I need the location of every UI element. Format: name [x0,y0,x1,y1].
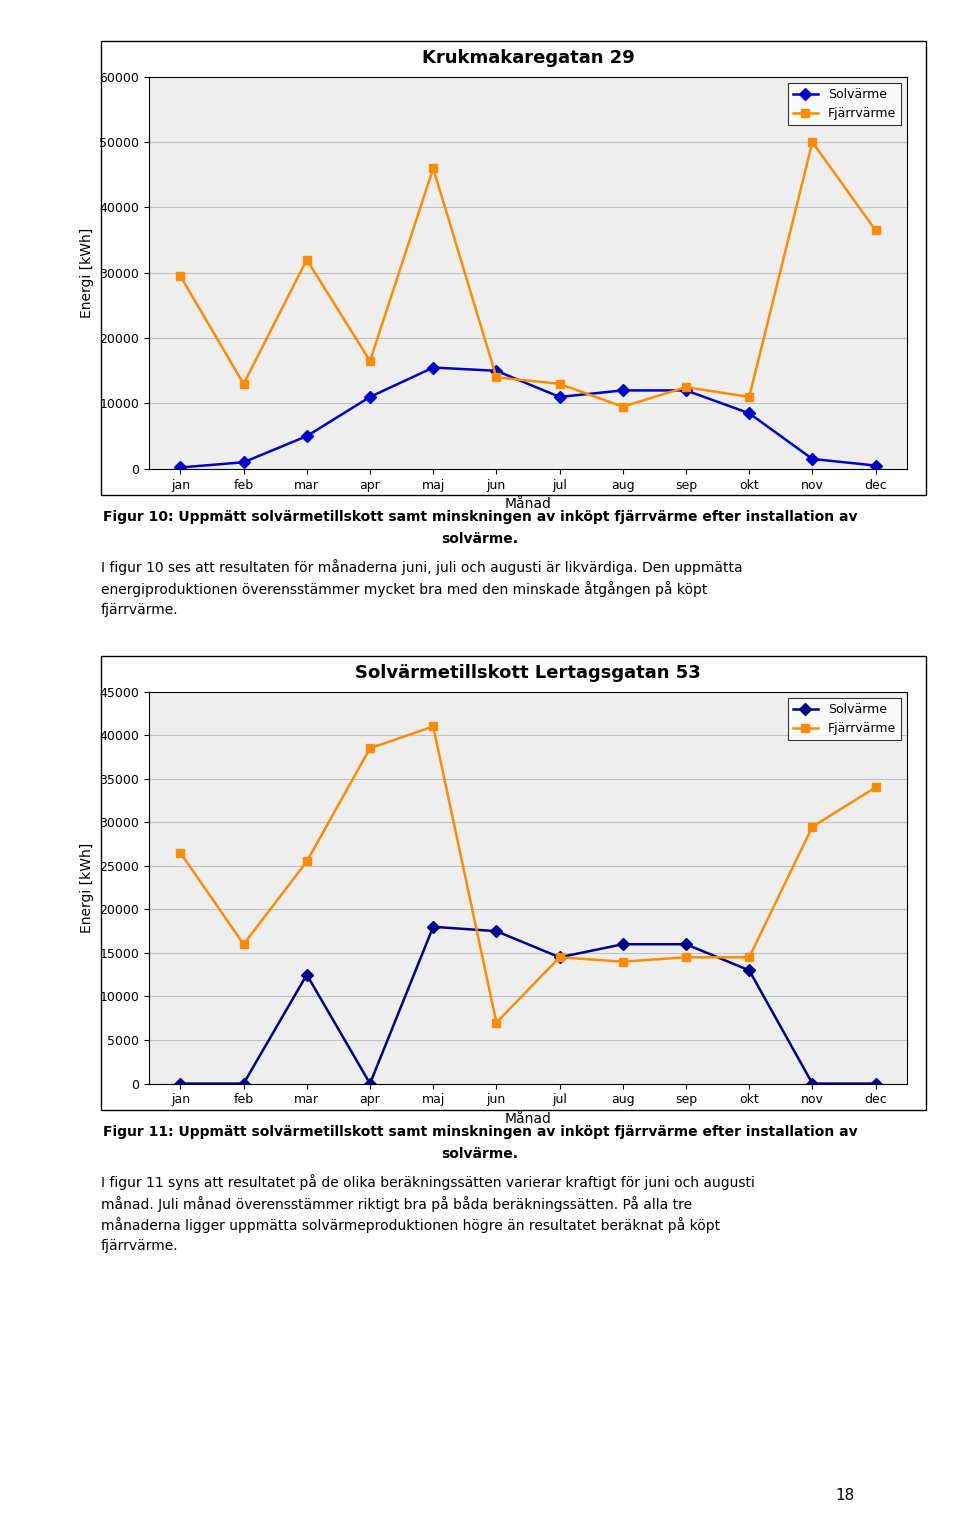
Text: solvärme.: solvärme. [442,1147,518,1160]
Fjärrvärme [681,948,692,967]
Text: fjärrvärme.: fjärrvärme. [101,1239,179,1253]
Solvärme [491,922,502,941]
Solvärme [870,456,881,475]
Solvärme [806,1074,818,1093]
Fjärrvärme [617,398,629,417]
Fjärrvärme [175,267,186,286]
Fjärrvärme [870,778,881,796]
Solvärme [806,450,818,469]
Solvärme [743,961,755,979]
Solvärme [554,948,565,967]
Fjärrvärme [491,1013,502,1031]
Text: fjärrvärme.: fjärrvärme. [101,603,179,616]
Solvärme [427,358,439,377]
Solvärme [238,1074,250,1093]
Text: I figur 11 syns att resultatet på de olika beräkningssätten varierar kraftigt fö: I figur 11 syns att resultatet på de oli… [101,1174,755,1190]
X-axis label: Månad: Månad [505,1111,551,1127]
Title: Solvärmetillskott Lertagsgatan 53: Solvärmetillskott Lertagsgatan 53 [355,664,701,682]
Solvärme [238,453,250,472]
Solvärme [743,404,755,423]
Solvärme [870,1074,881,1093]
Fjärrvärme [238,934,250,953]
Text: månaderna ligger uppmätta solvärmeproduktionen högre än resultatet beräknat på k: månaderna ligger uppmätta solvärmeproduk… [101,1217,720,1233]
Line: Fjärrvärme: Fjärrvärme [177,722,879,1027]
Y-axis label: Energi [kWh]: Energi [kWh] [80,842,94,933]
Text: Figur 11: Uppmätt solvärmetillskott samt minskningen av inköpt fjärrvärme efter : Figur 11: Uppmätt solvärmetillskott samt… [103,1125,857,1139]
Line: Fjärrvärme: Fjärrvärme [177,138,879,410]
Fjärrvärme [301,851,313,870]
Solvärme [617,934,629,953]
Text: 18: 18 [835,1488,854,1503]
Fjärrvärme [743,387,755,406]
Solvärme [681,934,692,953]
Fjärrvärme [364,352,375,370]
Fjärrvärme [491,369,502,387]
Y-axis label: Energi [kWh]: Energi [kWh] [80,227,93,318]
Text: solvärme.: solvärme. [442,532,518,546]
Fjärrvärme [175,844,186,862]
Solvärme [364,1074,375,1093]
X-axis label: Månad: Månad [505,496,551,512]
Text: Figur 10: Uppmätt solvärmetillskott samt minskningen av inköpt fjärrvärme efter : Figur 10: Uppmätt solvärmetillskott samt… [103,510,857,524]
Text: energiproduktionen överensstämmer mycket bra med den minskade åtgången på köpt: energiproduktionen överensstämmer mycket… [101,581,708,596]
Solvärme [364,387,375,406]
Fjärrvärme [806,818,818,836]
Solvärme [301,427,313,446]
Text: I figur 10 ses att resultaten för månaderna juni, juli och augusti är likvärdiga: I figur 10 ses att resultaten för månade… [101,559,742,575]
Fjärrvärme [427,158,439,177]
Solvärme [175,1074,186,1093]
Fjärrvärme [617,953,629,971]
Fjärrvärme [301,251,313,269]
Fjärrvärme [238,375,250,393]
Title: Krukmakaregatan 29: Krukmakaregatan 29 [421,49,635,68]
Fjärrvärme [681,378,692,397]
Fjärrvärme [806,134,818,152]
Text: månad. Juli månad överensstämmer riktigt bra på båda beräkningssätten. På alla t: månad. Juli månad överensstämmer riktigt… [101,1196,692,1211]
Line: Solvärme: Solvärme [177,922,879,1088]
Fjärrvärme [364,739,375,758]
Solvärme [301,965,313,984]
Solvärme [681,381,692,400]
Fjärrvärme [743,948,755,967]
Legend: Solvärme, Fjärrvärme: Solvärme, Fjärrvärme [788,698,900,741]
Legend: Solvärme, Fjärrvärme: Solvärme, Fjärrvärme [788,83,900,126]
Fjärrvärme [554,375,565,393]
Fjärrvärme [554,948,565,967]
Solvärme [491,361,502,380]
Fjärrvärme [870,221,881,240]
Line: Solvärme: Solvärme [177,363,879,472]
Solvärme [427,918,439,936]
Solvärme [554,387,565,406]
Solvärme [617,381,629,400]
Solvärme [175,458,186,476]
Fjärrvärme [427,718,439,736]
